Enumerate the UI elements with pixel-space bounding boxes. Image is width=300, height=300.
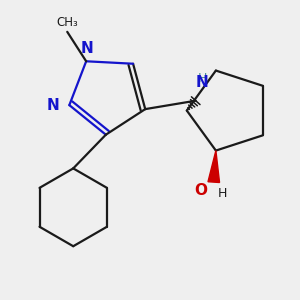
Text: H: H <box>218 188 227 200</box>
Text: N: N <box>196 75 208 90</box>
Polygon shape <box>208 151 220 182</box>
Text: H: H <box>197 72 207 85</box>
Text: N: N <box>47 98 60 112</box>
Text: CH₃: CH₃ <box>56 16 78 29</box>
Text: N: N <box>81 41 94 56</box>
Text: O: O <box>194 183 208 198</box>
